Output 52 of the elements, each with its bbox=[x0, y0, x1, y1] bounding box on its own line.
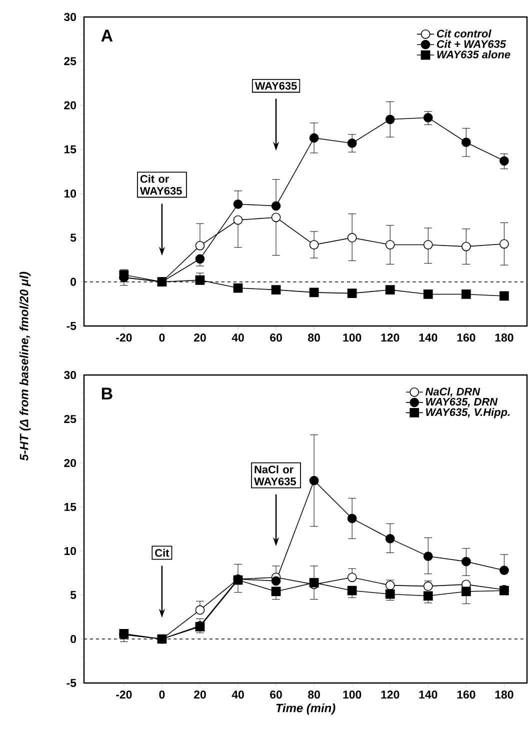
legend-label: WAY635, V.Hipp. bbox=[426, 408, 510, 418]
x-tick-label: 80 bbox=[308, 690, 320, 699]
legend-label: NaCl, DRN bbox=[425, 387, 480, 398]
x-tick-label: 160 bbox=[457, 690, 476, 699]
annotation: WAY635 bbox=[254, 82, 297, 90]
annotation: A bbox=[101, 30, 113, 42]
x-tick-label: 60 bbox=[270, 690, 282, 699]
y-tick-label: 5 bbox=[70, 234, 76, 242]
y-tick-label: -5 bbox=[66, 322, 76, 330]
x-tick-label: -20 bbox=[116, 690, 132, 699]
y-tick-label: 15 bbox=[64, 503, 76, 511]
y-axis-title: 5-HT (Δ from baseline, fmol/20 μl) bbox=[20, 272, 31, 461]
x-tick-label: 120 bbox=[381, 690, 400, 699]
x-tick-label: 120 bbox=[381, 334, 400, 342]
x-tick-label: 60 bbox=[270, 334, 282, 342]
x-tick-label: 180 bbox=[495, 334, 514, 342]
x-tick-label: 140 bbox=[419, 334, 438, 342]
x-axis-title: Time (min) bbox=[276, 703, 336, 715]
legend-label: WAY635, DRN bbox=[426, 398, 498, 408]
x-tick-label: 0 bbox=[159, 334, 165, 342]
y-tick-label: 25 bbox=[64, 57, 76, 66]
x-tick-label: 160 bbox=[457, 334, 476, 342]
x-tick-label: -20 bbox=[116, 334, 132, 342]
legend-label: Cit + WAY635 bbox=[436, 40, 506, 48]
x-tick-label: 180 bbox=[495, 690, 514, 699]
y-tick-label: 0 bbox=[70, 634, 76, 644]
x-tick-label: 40 bbox=[232, 690, 244, 699]
y-tick-label: 10 bbox=[64, 190, 76, 198]
x-tick-label: 40 bbox=[232, 334, 244, 342]
x-tick-label: 0 bbox=[159, 690, 165, 699]
legend-label: WAY635 alone bbox=[437, 50, 510, 58]
annotation: Cit bbox=[155, 548, 170, 557]
y-tick-label: -5 bbox=[66, 679, 76, 687]
annotation: B bbox=[102, 388, 112, 400]
x-tick-label: 140 bbox=[419, 690, 438, 699]
y-tick-label: 5 bbox=[70, 591, 76, 599]
y-tick-label: 30 bbox=[64, 370, 76, 380]
y-tick-label: 25 bbox=[64, 414, 76, 424]
legend-label: Cit control bbox=[436, 29, 492, 38]
x-tick-label: 100 bbox=[343, 690, 362, 699]
annotation: NaCl or WAY635 bbox=[254, 465, 296, 486]
y-tick-label: 20 bbox=[64, 458, 76, 468]
x-tick-label: 80 bbox=[308, 334, 320, 342]
x-tick-label: 100 bbox=[343, 334, 362, 342]
y-tick-label: 0 bbox=[70, 278, 76, 286]
annotation: Cit or WAY635 bbox=[140, 174, 182, 195]
x-tick-label: 20 bbox=[194, 334, 206, 342]
y-tick-label: 10 bbox=[64, 546, 76, 556]
y-tick-label: 15 bbox=[64, 145, 76, 154]
y-tick-label: 30 bbox=[64, 12, 76, 22]
y-tick-label: 20 bbox=[64, 101, 76, 110]
x-tick-label: 20 bbox=[194, 690, 206, 699]
